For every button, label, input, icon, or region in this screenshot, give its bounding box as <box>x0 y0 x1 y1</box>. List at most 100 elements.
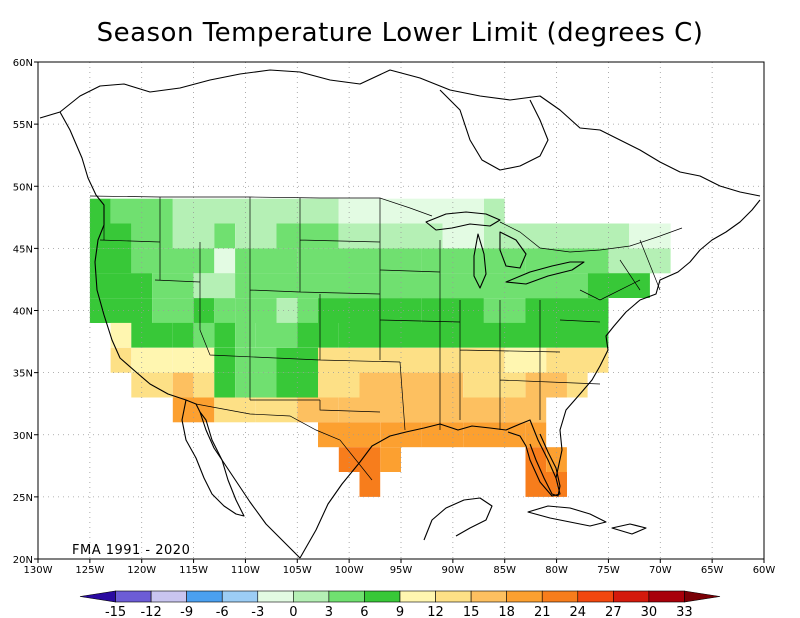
heatmap-cell <box>235 372 277 398</box>
heatmap-cell <box>235 273 277 298</box>
heatmap-cell <box>276 372 318 398</box>
heatmap-cell <box>401 372 464 398</box>
mexico-border <box>195 403 373 481</box>
heatmap-cell <box>504 347 547 373</box>
lon-tick-label: 65W <box>701 565 724 576</box>
baja-peninsula <box>181 399 245 517</box>
colorbar-swatch <box>150 590 187 603</box>
colorbar-label: -3 <box>251 605 264 618</box>
gulf-coast <box>299 419 561 559</box>
colorbar-swatch <box>648 590 685 603</box>
lon-tick-label: 60W <box>753 565 776 576</box>
axis-tick-labels: 130W 125W 120W 115W 110W 105W 100W 95W 90W 85W 80W… <box>13 58 776 576</box>
colorbar-swatch <box>79 590 116 603</box>
heatmap-cell <box>172 347 215 373</box>
heatmap-cell <box>214 347 235 373</box>
lat-tick-label: 60N <box>13 58 33 69</box>
heatmap-cell <box>401 397 443 423</box>
map-title: Season Temperature Lower Limit (degrees … <box>96 18 704 48</box>
heatmap-cell <box>214 372 235 398</box>
colorbar-swatch <box>470 590 507 603</box>
lat-tick-label: 55N <box>13 120 33 131</box>
heatmap-cell <box>214 248 235 274</box>
heatmap-cell <box>89 273 153 298</box>
colorbar-swatch <box>257 590 294 603</box>
coastlines-and-borders <box>39 69 761 559</box>
great-lakes-michigan <box>473 233 487 289</box>
heatmap-cell <box>193 273 236 298</box>
canada-coastline <box>39 69 761 197</box>
heatmap-cell <box>193 322 215 348</box>
heatmap-cell <box>546 347 609 373</box>
heatmap-cell <box>442 347 505 373</box>
state-borders <box>89 195 683 481</box>
lon-tick-label: 100W <box>335 565 364 576</box>
lat-lon-gridlines <box>38 62 764 559</box>
heatmap-cell <box>338 447 381 472</box>
pacific-coastline <box>59 111 301 559</box>
colorbar-label: 3 <box>325 605 333 618</box>
heatmap-cell <box>110 347 132 373</box>
heatmap-cell <box>525 372 567 398</box>
colorbar-label: -12 <box>140 605 161 618</box>
great-lakes-erie-ontario <box>505 261 585 285</box>
colorbar-swatch <box>541 590 579 603</box>
lat-tick-label: 35N <box>13 369 33 380</box>
heatmap-cell <box>89 198 111 224</box>
lon-tick-label: 85W <box>493 565 516 576</box>
colorbar-label: 18 <box>498 605 515 618</box>
heatmap-cell <box>172 397 215 423</box>
heatmap-cell <box>297 397 339 423</box>
heatmap-cell <box>235 248 298 274</box>
colorbar-label: 0 <box>289 605 297 618</box>
heatmap-cell <box>235 223 277 249</box>
heatmap-cell <box>401 223 443 249</box>
lon-tick-label: 75W <box>597 565 620 576</box>
heatmap-cell <box>359 472 381 497</box>
heatmap-cell <box>525 273 588 298</box>
heatmap-cell <box>608 248 671 274</box>
heatmap-cell <box>110 322 132 348</box>
heatmap-cell <box>338 223 401 249</box>
heatmap-cell <box>172 372 194 398</box>
heatmap-cell <box>401 198 484 224</box>
heatmap-cell <box>442 397 505 423</box>
colorbar-label: 27 <box>605 605 622 618</box>
lon-tick-label: 105W <box>283 565 312 576</box>
lat-tick-label: 30N <box>13 431 33 442</box>
colorbar-swatch <box>684 590 721 603</box>
colorbar-label: 33 <box>676 605 693 618</box>
heatmap-cell <box>276 223 339 249</box>
colorbar-label: 6 <box>360 605 368 618</box>
lon-tick-label: 115W <box>179 565 208 576</box>
heatmap-cell <box>276 198 339 224</box>
colorbar: -15 -12 -9 -6 -3 0 3 6 9 12 15 18 21 24 27 30 33 <box>79 590 721 618</box>
lat-tick-label: 25N <box>13 493 33 504</box>
colorbar-swatch <box>399 590 436 603</box>
heatmap-cell <box>131 248 215 274</box>
lon-tick-label: 70W <box>649 565 672 576</box>
heatmap-cell <box>359 372 401 398</box>
colorbar-swatch <box>577 590 614 603</box>
colorbar-swatch <box>221 590 259 603</box>
heatmap-cell <box>338 322 484 348</box>
colorbar-swatch <box>506 590 543 603</box>
heatmap-cell <box>421 422 464 448</box>
heatmap-cell <box>131 322 173 348</box>
period-note: FMA 1991 - 2020 <box>72 543 190 558</box>
lat-tick-label: 50N <box>13 182 33 193</box>
great-lakes-huron <box>499 231 527 269</box>
colorbar-swatch <box>186 590 223 603</box>
colorbar-label: 15 <box>463 605 480 618</box>
heatmap-cell <box>152 273 194 298</box>
heatmap-cell <box>214 298 235 323</box>
colorbar-label: 30 <box>641 605 658 618</box>
heatmap-cell <box>255 397 298 423</box>
heatmap-cell <box>525 223 630 249</box>
colorbar-label: 9 <box>396 605 404 618</box>
heatmap-cell <box>131 223 173 249</box>
heatmap-cell <box>484 198 505 224</box>
lon-tick-label: 130W <box>24 565 53 576</box>
lon-tick-label: 90W <box>442 565 465 576</box>
